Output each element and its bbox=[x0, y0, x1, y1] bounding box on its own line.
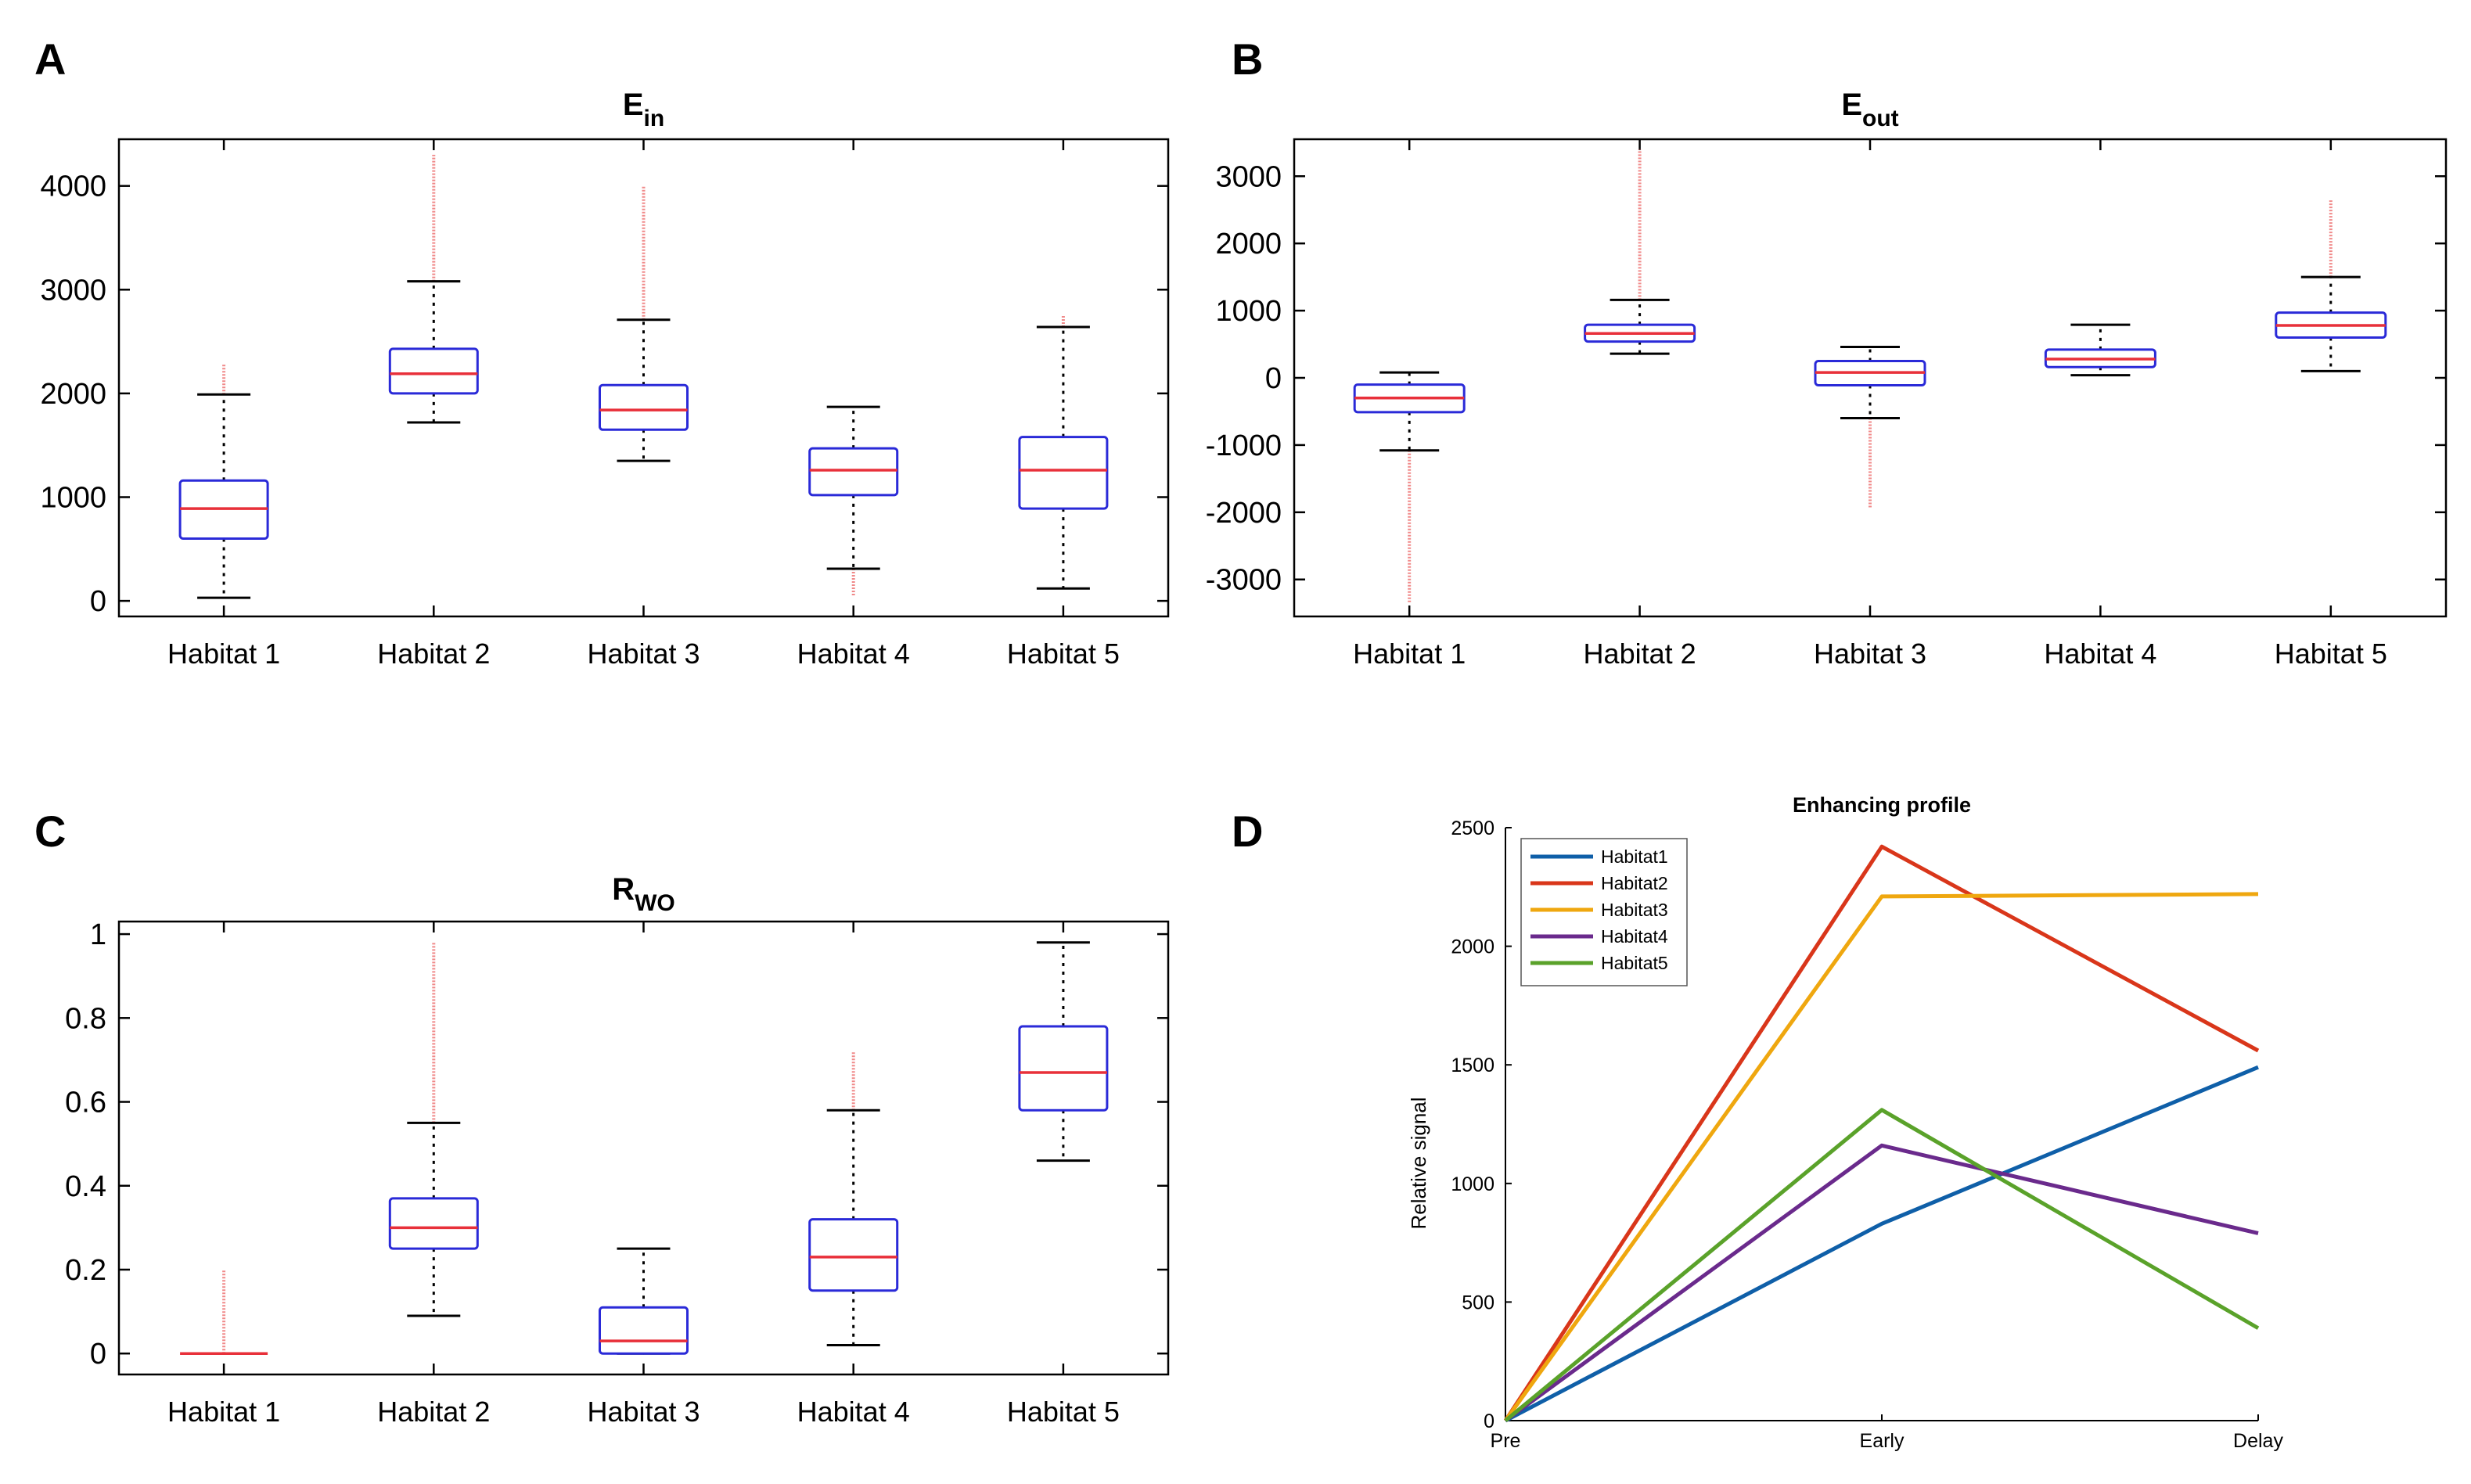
x-category-label: Habitat 3 bbox=[587, 1396, 700, 1428]
y-tick-label: 1000 bbox=[1451, 1173, 1494, 1195]
x-category-label: Habitat 4 bbox=[2044, 638, 2156, 670]
plot-frame bbox=[117, 138, 1170, 618]
legend: Habitat1 Habitat2 Habitat3 Habitat4 Habitat5 bbox=[1520, 838, 1688, 986]
y-tick-label: 2000 bbox=[1451, 936, 1494, 958]
x-category-label: Habitat 1 bbox=[1353, 638, 1466, 670]
x-category-label: Habitat 5 bbox=[1007, 638, 1120, 670]
panel-b-eout-boxplot: B Eout -3000 -2000 -1000 0 1000 2000 3000 Habitat… bbox=[1206, 34, 2448, 670]
chart-title-main: R bbox=[612, 872, 635, 907]
y-tick-label: 2000 bbox=[40, 378, 106, 411]
x-category-label: Habitat 5 bbox=[2275, 638, 2387, 670]
y-tick-label: 3000 bbox=[1215, 160, 1282, 193]
y-tick-label: 0.2 bbox=[65, 1254, 106, 1287]
panel-a-ein-boxplot: A Ein 0 1000 2000 3000 4000 Habitat 1 Habitat 2 H… bbox=[34, 34, 1170, 670]
x-category-label: Habitat 4 bbox=[797, 1396, 910, 1428]
y-tick-label: 0 bbox=[90, 585, 106, 618]
y-axis-label: Relative signal bbox=[1407, 1097, 1430, 1229]
chart-title-main: E bbox=[1841, 88, 1862, 122]
y-tick-label: -1000 bbox=[1206, 429, 1282, 462]
box-iqr bbox=[808, 1218, 899, 1292]
x-tick-label: Early bbox=[1860, 1430, 1905, 1452]
y-tick-label: 1 bbox=[90, 918, 106, 951]
chart-title-subscript: out bbox=[1862, 106, 1899, 131]
x-category-label: Habitat 3 bbox=[587, 638, 700, 670]
chart-title-subscript: in bbox=[644, 106, 665, 131]
y-tick-label: 1500 bbox=[1451, 1055, 1494, 1076]
panel-c-rwo-boxplot: C RWO 0 0.2 0.4 0.6 0.8 1 Habitat 1 Habitat 2 Habi… bbox=[34, 807, 1170, 1428]
x-category-label: Habitat 3 bbox=[1814, 638, 1926, 670]
y-tick-label: 1000 bbox=[40, 482, 106, 515]
x-category-label: Habitat 2 bbox=[377, 1396, 490, 1428]
x-category-label: Habitat 1 bbox=[167, 1396, 280, 1428]
legend-label: Habitat3 bbox=[1601, 900, 1668, 920]
x-category-label: Habitat 4 bbox=[797, 638, 910, 670]
series-line-habitat4 bbox=[1504, 1143, 2259, 1423]
y-tick-label: 0 bbox=[90, 1338, 106, 1371]
y-tick-label: 0.4 bbox=[65, 1170, 106, 1203]
x-category-label: Habitat 2 bbox=[1584, 638, 1696, 670]
legend-label: Habitat2 bbox=[1601, 873, 1668, 893]
y-tick-label: 0.6 bbox=[65, 1087, 106, 1119]
chart-title: Ein bbox=[623, 88, 664, 131]
box-iqr bbox=[1018, 436, 1109, 510]
y-tick-label: 4000 bbox=[40, 171, 106, 203]
x-tick-label: Delay bbox=[2233, 1430, 2283, 1452]
box-iqr bbox=[388, 347, 479, 395]
panel-letter: A bbox=[34, 34, 66, 84]
legend-label: Habitat1 bbox=[1601, 846, 1668, 867]
chart-title: Eout bbox=[1841, 88, 1898, 131]
box-iqr bbox=[1018, 1025, 1109, 1112]
y-tick-label: 500 bbox=[1462, 1292, 1494, 1313]
panel-d-enhancing-profile-line-chart: D Enhancing profile 0 500 1000 1500 2000 2500 Pr… bbox=[1232, 793, 2283, 1452]
box-iqr bbox=[599, 383, 689, 431]
y-tick-label: 0 bbox=[1265, 362, 1282, 395]
chart-title: Enhancing profile bbox=[1793, 793, 1971, 817]
y-tick-label: 0 bbox=[1484, 1410, 1494, 1432]
legend-label: Habitat4 bbox=[1601, 926, 1668, 947]
y-tick-label: 2000 bbox=[1215, 228, 1282, 261]
y-tick-label: 1000 bbox=[1215, 295, 1282, 328]
y-tick-label: -2000 bbox=[1206, 497, 1282, 530]
x-category-label: Habitat 5 bbox=[1007, 1396, 1120, 1428]
series-line-habitat3 bbox=[1503, 892, 2259, 1422]
box-iqr bbox=[388, 1197, 479, 1250]
box-iqr bbox=[808, 447, 899, 497]
chart-title-main: E bbox=[623, 88, 644, 122]
box-iqr bbox=[599, 1306, 689, 1355]
y-tick-label: -3000 bbox=[1206, 564, 1282, 597]
series-line-habitat2 bbox=[1503, 844, 2260, 1422]
x-category-label: Habitat 2 bbox=[377, 638, 490, 670]
series-line-habitat1 bbox=[1504, 1065, 2259, 1423]
x-tick-label: Pre bbox=[1491, 1430, 1521, 1452]
y-tick-label: 3000 bbox=[40, 274, 106, 307]
legend-label: Habitat5 bbox=[1601, 953, 1668, 973]
y-tick-label: 0.8 bbox=[65, 1002, 106, 1035]
panel-letter: B bbox=[1232, 34, 1263, 84]
x-category-label: Habitat 1 bbox=[167, 638, 280, 670]
chart-title-subscript: WO bbox=[635, 890, 675, 916]
chart-title: RWO bbox=[612, 872, 675, 916]
panel-letter: C bbox=[34, 807, 66, 856]
series-line-habitat5 bbox=[1504, 1108, 2260, 1422]
y-tick-label: 2500 bbox=[1451, 817, 1494, 839]
panel-letter: D bbox=[1232, 807, 1263, 856]
